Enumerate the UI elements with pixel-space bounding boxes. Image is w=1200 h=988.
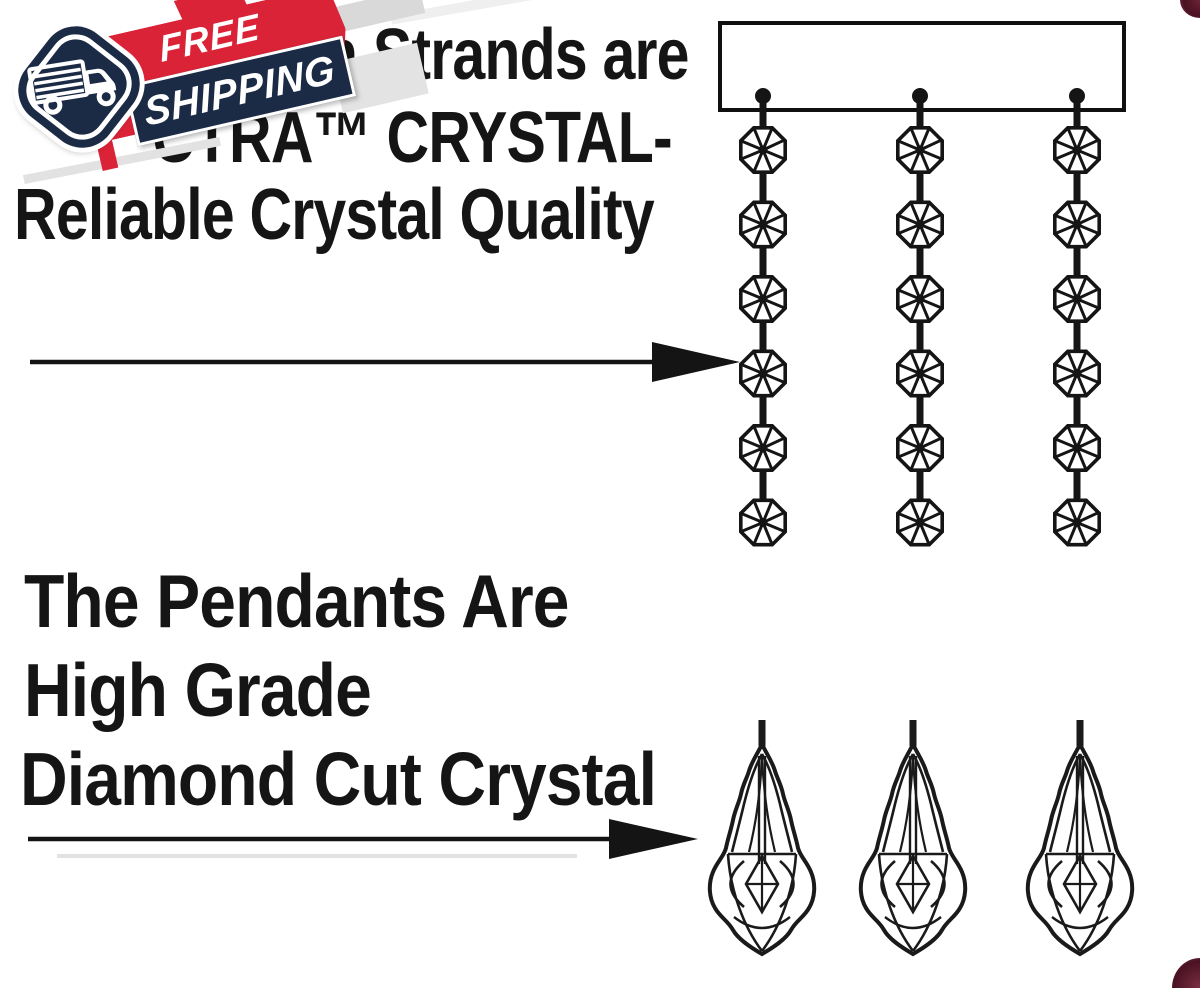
free-shipping-badge: FREE SHIPPING [0, 0, 560, 235]
strand-link [916, 317, 924, 356]
strand-link [1073, 168, 1081, 207]
octagon-bead [738, 200, 788, 249]
strand-pin-ball [755, 88, 771, 104]
crystal-strand [895, 88, 945, 547]
octagon-bead [738, 498, 788, 547]
strand-link [916, 391, 924, 430]
strand-pin-neck [1073, 100, 1081, 128]
octagon-bead [1053, 274, 1101, 324]
octagon-bead [1053, 126, 1101, 174]
octagon-bead [895, 200, 945, 249]
strand-link [759, 391, 767, 430]
strand-link [916, 466, 924, 505]
strand-link [1073, 242, 1081, 281]
diamond-cut-pendant [858, 718, 968, 956]
pendant-crystal-shape [1025, 718, 1135, 956]
octagon-bead [738, 349, 788, 398]
octagon-bead [1053, 423, 1101, 473]
headline-pendants-line3: Diamond Cut Crystal [20, 737, 657, 821]
octagon-bead [1053, 349, 1101, 398]
octagon-bead [895, 274, 945, 324]
headline-pendants-line1: The Pendants Are [24, 559, 569, 643]
strand-pin-ball [912, 88, 928, 104]
strand-link [759, 168, 767, 207]
strand-link [759, 466, 767, 505]
crystal-strand [738, 88, 788, 547]
strand-pin-neck [759, 100, 767, 128]
crystal-strand [1053, 88, 1101, 547]
maroon-corner-bottom-right [1172, 958, 1200, 988]
octagon-bead [738, 423, 788, 473]
octagon-bead [895, 423, 945, 473]
strand-link [1073, 466, 1081, 505]
strand-pin-neck [916, 100, 924, 128]
strand-link [916, 168, 924, 207]
arrow-to-pendants [28, 819, 698, 859]
pendant-crystal-shape [707, 718, 817, 956]
diamond-cut-pendant [707, 718, 817, 956]
strand-link [759, 242, 767, 281]
octagon-bead [895, 498, 945, 547]
octagon-bead [1053, 200, 1101, 249]
delivery-truck-icon [27, 59, 117, 115]
strand-link [1073, 391, 1081, 430]
diamond-cut-pendant [1025, 718, 1135, 956]
octagon-bead [738, 274, 788, 324]
strand-pin-ball [1069, 88, 1085, 104]
octagon-bead [895, 126, 945, 174]
strand-link [916, 242, 924, 281]
maroon-corner-top-right [1180, 0, 1200, 18]
headline-pendants-line2: High Grade [24, 648, 372, 732]
octagon-bead [895, 349, 945, 398]
pendant-crystal-shape [858, 718, 968, 956]
strand-link [759, 317, 767, 356]
arrow-to-strands [30, 342, 740, 382]
octagon-bead [738, 126, 788, 174]
octagon-bead [1053, 498, 1101, 547]
headline-strands-line3: Reliable Crystal Quality [14, 175, 655, 255]
strand-link [1073, 317, 1081, 356]
